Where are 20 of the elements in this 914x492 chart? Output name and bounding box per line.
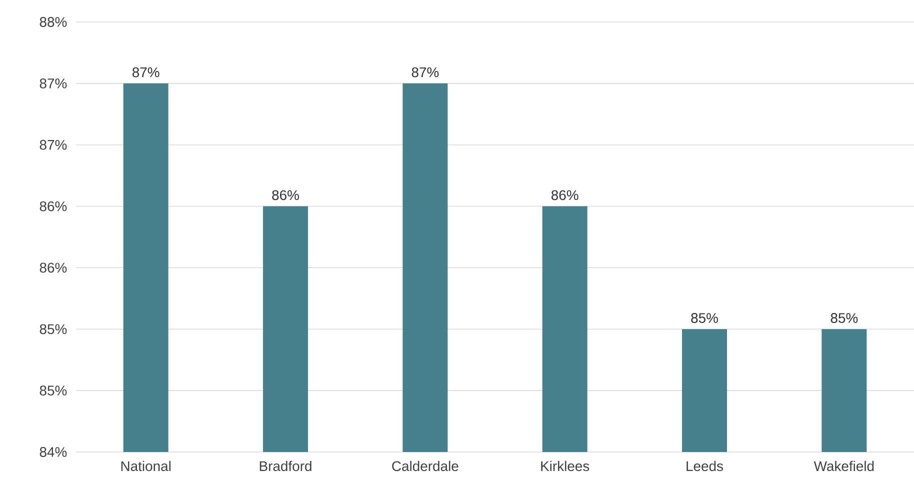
y-tick-label: 87% [40, 140, 67, 150]
y-tick-label: 85% [40, 386, 67, 396]
x-tick-label: Bradford [260, 460, 312, 472]
y-tick-label: 87% [40, 78, 67, 88]
data-label: 85% [830, 313, 858, 323]
data-label: 87% [412, 67, 439, 78]
y-tick-label: 86% [40, 262, 67, 273]
x-tick-label: Calderdale [392, 460, 458, 472]
data-label: 86% [551, 190, 578, 200]
x-tick-label: Kirklees [541, 460, 590, 472]
data-label: 85% [691, 313, 718, 323]
data-label: 87% [132, 67, 160, 78]
y-tick-label: 85% [40, 324, 67, 334]
x-tick-label: Wakefield [814, 460, 874, 472]
y-tick-label: 88% [40, 17, 67, 27]
y-tick-label: 84% [40, 447, 67, 457]
y-tick-label: 86% [40, 201, 67, 212]
data-label: 86% [272, 190, 299, 200]
x-tick-label: Leeds [686, 460, 723, 472]
x-tick-label: National [121, 460, 170, 472]
